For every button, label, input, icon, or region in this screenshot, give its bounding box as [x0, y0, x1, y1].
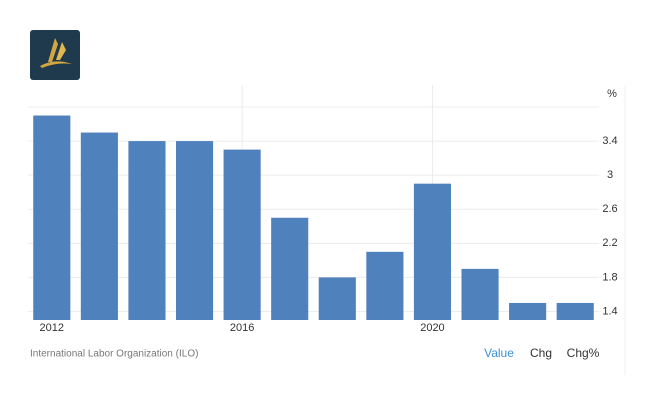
y-tick-label: 3: [607, 169, 613, 181]
bar: [80, 132, 118, 320]
bar: [413, 183, 452, 320]
x-tick-label: 2016: [230, 322, 254, 334]
bar: [556, 302, 594, 320]
x-tick-label: 2012: [40, 322, 64, 334]
x-tick-label: 2020: [420, 322, 444, 334]
y-tick-label: 1.8: [602, 271, 617, 283]
y-tick-label: 1.4: [602, 305, 617, 317]
y-tick-label: 2.2: [602, 237, 617, 249]
logo: [30, 30, 80, 80]
bar: [223, 149, 261, 320]
bar: [366, 251, 404, 320]
bar: [509, 302, 547, 320]
y-tick-label: 2.6: [602, 203, 617, 215]
y-tick-label: 3.4: [602, 135, 617, 147]
source: International Labor Organization (ILO): [30, 349, 198, 360]
bar: [33, 115, 71, 321]
tab[interactable]: Chg: [530, 346, 552, 360]
bar: [128, 141, 166, 320]
unit-label: %: [607, 88, 617, 100]
tab[interactable]: Chg%: [567, 346, 600, 360]
bar: [175, 141, 214, 320]
bar: [461, 268, 499, 320]
tab[interactable]: Value: [484, 346, 514, 360]
bar: [318, 277, 356, 320]
bar: [271, 217, 309, 320]
